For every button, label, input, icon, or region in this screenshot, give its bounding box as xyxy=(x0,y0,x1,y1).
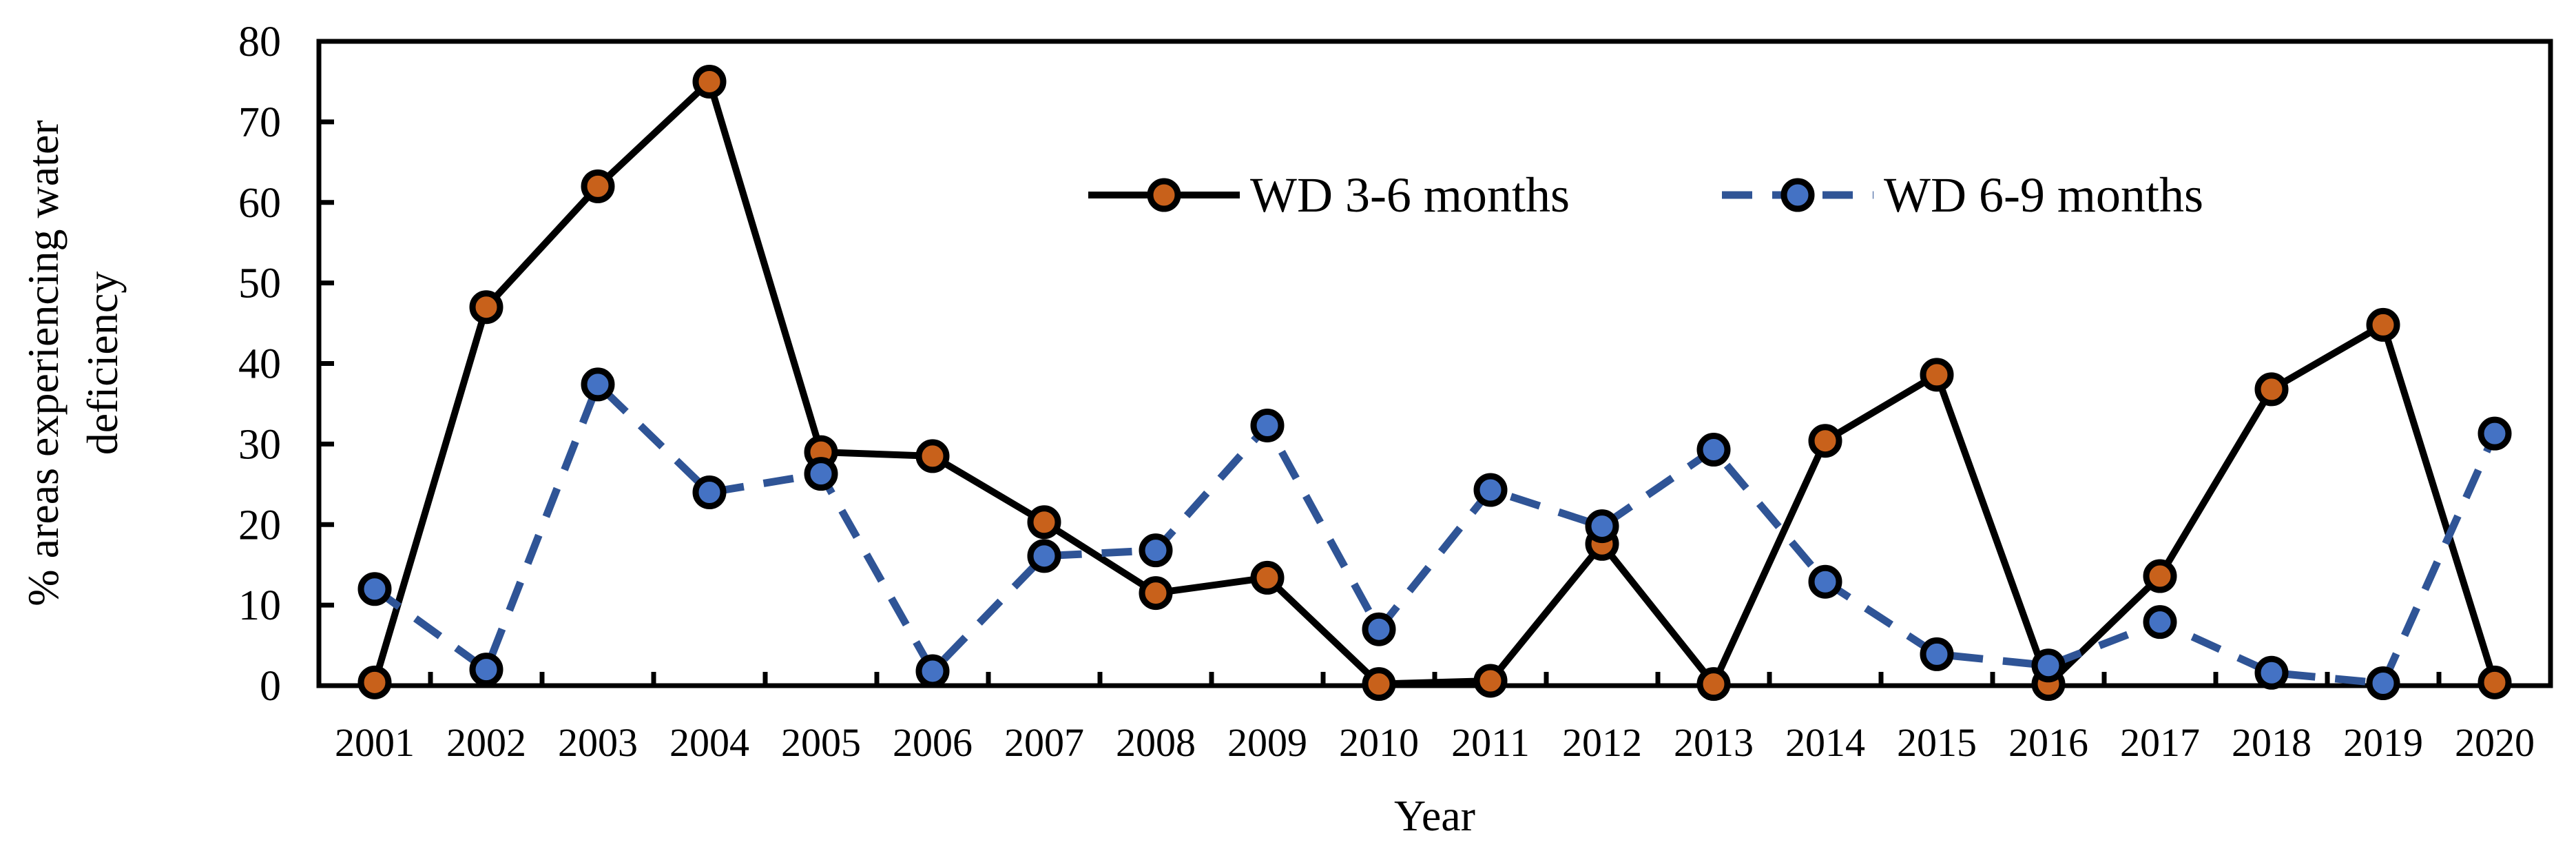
legend-marker-blue-icon xyxy=(1780,178,1815,212)
x-tick-label: 2017 xyxy=(2120,720,2200,765)
data-point-2020 xyxy=(2478,665,2512,699)
data-point-2005 xyxy=(804,457,838,491)
y-tick-label: 40 xyxy=(238,341,281,388)
legend-item-wd-3-6: WD 3-6 months xyxy=(1088,167,1570,223)
data-point-2013 xyxy=(1696,667,1731,702)
series-layer xyxy=(357,64,2512,702)
data-point-2014 xyxy=(1808,564,1842,599)
y-tick-label: 10 xyxy=(238,582,281,629)
x-tick-label: 2008 xyxy=(1116,720,1196,765)
data-point-2006 xyxy=(915,439,950,473)
legend-label-wd-3-6: WD 3-6 months xyxy=(1250,167,1570,223)
data-point-2010 xyxy=(1362,667,1396,702)
data-point-2006 xyxy=(915,654,950,688)
data-point-2001 xyxy=(357,572,392,606)
data-point-2003 xyxy=(581,169,615,203)
y-tick-label: 60 xyxy=(238,180,281,227)
data-point-2019 xyxy=(2366,307,2400,342)
x-tick-label: 2001 xyxy=(335,720,415,765)
series-wd-3-6-months xyxy=(357,64,2512,702)
x-tick-label: 2020 xyxy=(2455,720,2535,765)
x-tick-label: 2014 xyxy=(1785,720,1865,765)
y-axis-title-line-2: deficiency xyxy=(78,272,127,455)
y-tick-label: 30 xyxy=(238,421,281,468)
data-point-2004 xyxy=(692,64,727,99)
x-tick-label: 2012 xyxy=(1562,720,1642,765)
x-tick-label: 2018 xyxy=(2232,720,2312,765)
y-tick-label: 20 xyxy=(238,502,281,549)
data-point-2009 xyxy=(1250,408,1285,442)
data-point-2013 xyxy=(1696,433,1731,467)
data-point-2016 xyxy=(2031,648,2066,683)
data-point-2014 xyxy=(1808,424,1842,458)
x-tick-label: 2019 xyxy=(2343,720,2423,765)
data-point-2015 xyxy=(1920,637,1954,671)
legend-marker-orange-icon xyxy=(1147,178,1181,212)
data-point-2010 xyxy=(1362,612,1396,646)
x-tick-label: 2013 xyxy=(1674,720,1754,765)
y-tick-label: 80 xyxy=(238,19,281,65)
x-tick-label: 2011 xyxy=(1451,720,1530,765)
data-point-2017 xyxy=(2143,605,2177,639)
legend-label-wd-6-9: WD 6-9 months xyxy=(1884,167,2203,223)
x-tick-label: 2002 xyxy=(446,720,526,765)
x-axis-title: Year xyxy=(1394,791,1475,840)
data-point-2003 xyxy=(581,367,615,402)
x-tick-label: 2015 xyxy=(1897,720,1977,765)
data-point-2002 xyxy=(469,653,503,687)
data-point-2011 xyxy=(1473,664,1508,698)
data-point-2001 xyxy=(357,665,392,699)
legend-item-wd-6-9: WD 6-9 months xyxy=(1722,167,2203,223)
data-point-2020 xyxy=(2478,416,2512,451)
data-point-2007 xyxy=(1027,539,1061,573)
series-line xyxy=(371,78,2498,688)
x-tick-label: 2005 xyxy=(781,720,861,765)
data-point-2002 xyxy=(469,290,503,325)
x-tick-label: 2009 xyxy=(1227,720,1307,765)
data-point-2015 xyxy=(1920,358,1954,392)
data-point-2009 xyxy=(1250,560,1285,595)
data-point-2017 xyxy=(2143,559,2177,593)
x-tick-label: 2007 xyxy=(1004,720,1084,765)
data-point-2012 xyxy=(1585,509,1619,544)
data-point-2018 xyxy=(2254,372,2289,407)
legend: WD 3-6 months WD 6-9 months xyxy=(1088,167,2203,223)
data-point-2007 xyxy=(1027,505,1061,540)
data-point-2008 xyxy=(1139,533,1173,568)
y-axis-title-line-1: % areas experiencing water xyxy=(19,120,67,606)
y-tick-label: 50 xyxy=(238,260,281,307)
data-point-2018 xyxy=(2254,655,2289,690)
y-tick-label: 0 xyxy=(260,663,281,710)
data-point-2008 xyxy=(1139,576,1173,611)
series-wd-6-9-months xyxy=(357,367,2512,700)
data-point-2011 xyxy=(1473,473,1508,507)
x-tick-label: 2016 xyxy=(2008,720,2088,765)
x-tick-label: 2006 xyxy=(893,720,973,765)
data-point-2004 xyxy=(692,475,727,509)
x-tick-label: 2010 xyxy=(1339,720,1419,765)
x-tick-label: 2003 xyxy=(558,720,638,765)
x-tick-label: 2004 xyxy=(669,720,749,765)
y-tick-label: 70 xyxy=(238,99,281,146)
series-line xyxy=(372,380,2499,687)
data-point-2019 xyxy=(2366,666,2400,700)
